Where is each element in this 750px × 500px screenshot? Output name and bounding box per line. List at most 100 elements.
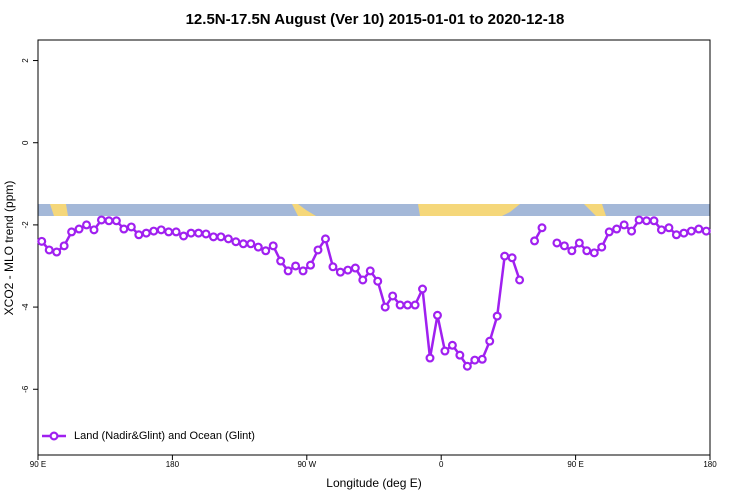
point-marker xyxy=(425,353,435,363)
point-marker xyxy=(664,223,674,233)
point-marker xyxy=(328,262,338,272)
point-marker xyxy=(500,251,510,261)
series-line xyxy=(40,218,707,369)
point-marker xyxy=(559,241,569,251)
point-marker xyxy=(149,226,159,236)
point-marker xyxy=(201,229,211,239)
point-marker xyxy=(261,246,271,256)
point-marker xyxy=(291,261,301,271)
point-marker xyxy=(694,224,704,234)
point-marker xyxy=(216,232,226,242)
point-marker xyxy=(96,215,106,225)
point-marker xyxy=(462,361,472,371)
point-marker xyxy=(574,238,584,248)
point-marker xyxy=(447,340,457,350)
point-marker xyxy=(515,275,525,285)
point-marker xyxy=(410,300,420,310)
y-axis-label: XCO2 - MLO trend (ppm) xyxy=(2,181,16,316)
map-strip xyxy=(38,204,710,216)
point-marker xyxy=(179,231,189,241)
point-marker xyxy=(208,232,218,242)
legend-marker xyxy=(49,431,59,441)
point-marker xyxy=(507,253,517,263)
point-marker xyxy=(470,355,480,365)
x-tick-label: 0 xyxy=(439,460,444,469)
point-marker xyxy=(567,246,577,256)
point-marker xyxy=(627,226,637,236)
point-marker xyxy=(358,275,368,285)
point-marker xyxy=(671,230,681,240)
point-marker xyxy=(276,256,286,266)
point-marker xyxy=(380,302,390,312)
point-marker xyxy=(530,236,540,246)
point-marker xyxy=(74,224,84,234)
point-marker xyxy=(67,227,77,237)
point-marker xyxy=(104,216,114,226)
point-marker xyxy=(485,336,495,346)
point-marker xyxy=(589,248,599,258)
point-marker xyxy=(432,310,442,320)
point-marker xyxy=(649,216,659,226)
point-marker xyxy=(418,284,428,294)
point-marker xyxy=(320,234,330,244)
x-tick-label: 180 xyxy=(703,460,717,469)
point-marker xyxy=(619,220,629,230)
y-tick-label: -4 xyxy=(21,303,30,311)
point-marker xyxy=(37,236,47,246)
point-marker xyxy=(634,215,644,225)
land-patch xyxy=(584,204,606,216)
point-marker xyxy=(388,291,398,301)
point-marker xyxy=(492,311,502,321)
point-marker xyxy=(246,239,256,249)
point-marker xyxy=(477,354,487,364)
point-marker xyxy=(612,224,622,234)
x-tick-label: 90 W xyxy=(297,460,316,469)
point-marker xyxy=(223,234,233,244)
point-marker xyxy=(582,246,592,256)
ocean-strip xyxy=(38,204,710,216)
point-marker xyxy=(171,227,181,237)
point-marker xyxy=(231,237,241,247)
point-marker xyxy=(656,225,666,235)
point-marker xyxy=(164,227,174,237)
x-axis-label: Longitude (deg E) xyxy=(326,476,421,490)
point-marker xyxy=(253,242,263,252)
point-marker xyxy=(395,300,405,310)
point-marker xyxy=(701,226,711,236)
point-marker xyxy=(642,216,652,226)
land-patch xyxy=(292,204,316,216)
point-marker xyxy=(44,245,54,255)
point-marker xyxy=(306,260,316,270)
point-marker xyxy=(335,267,345,277)
point-marker xyxy=(119,224,129,234)
point-marker xyxy=(455,350,465,360)
y-tick-label: 2 xyxy=(21,58,30,63)
point-marker xyxy=(679,228,689,238)
point-marker xyxy=(126,222,136,232)
point-marker xyxy=(597,242,607,252)
point-marker xyxy=(268,241,278,251)
point-marker xyxy=(343,265,353,275)
y-tick-label: -6 xyxy=(21,385,30,393)
point-marker xyxy=(373,276,383,286)
x-tick-label: 90 E xyxy=(30,460,46,469)
point-marker xyxy=(440,346,450,356)
point-marker xyxy=(686,226,696,236)
point-marker xyxy=(365,266,375,276)
y-tick-label: 0 xyxy=(21,140,30,145)
point-marker xyxy=(52,247,62,257)
point-marker xyxy=(156,225,166,235)
x-tick-label: 180 xyxy=(166,460,180,469)
point-marker xyxy=(552,238,562,248)
point-marker xyxy=(111,216,121,226)
plot-frame xyxy=(37,39,711,456)
point-marker xyxy=(403,300,413,310)
point-marker xyxy=(537,223,547,233)
legend-label: Land (Nadir&Glint) and Ocean (Glint) xyxy=(74,430,255,442)
point-marker xyxy=(59,241,69,251)
point-marker xyxy=(194,228,204,238)
point-marker xyxy=(141,228,151,238)
land-patch xyxy=(50,204,68,216)
point-marker xyxy=(186,228,196,238)
point-marker xyxy=(134,230,144,240)
